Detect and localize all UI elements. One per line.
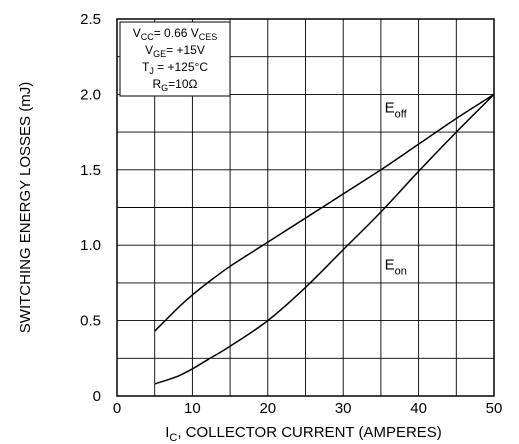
axes: [116, 18, 495, 397]
y-tick-label: 1.0: [80, 237, 101, 254]
x-tick-label: 0: [113, 400, 121, 417]
series-group: Eoff Eon: [154, 93, 495, 385]
x-tick-label: 40: [410, 400, 427, 417]
y-tick-label: 1.5: [80, 162, 101, 179]
y-tick-label: 2.5: [80, 11, 101, 28]
y-tick-label: 0: [93, 388, 101, 405]
axis-labels: IC, COLLECTOR CURRENT (AMPERES) SWITCHING…: [17, 82, 442, 444]
x-tick-label: 30: [335, 400, 352, 417]
y-tick-label: 2.0: [80, 86, 101, 103]
series-label-eon: Eon: [385, 256, 407, 277]
series-line-eoff: [154, 93, 495, 332]
tick-labels: 0 10 20 30 40 50 0 0.5 1.0 1.5 2.0 2.5: [80, 11, 502, 417]
condition-line: TJ = +125°C: [142, 60, 208, 76]
series-line-eon: [154, 93, 495, 385]
condition-line: VCC= 0.66 VCES: [133, 26, 218, 42]
y-tick-label: 0.5: [80, 313, 101, 330]
grid: [117, 19, 494, 396]
x-tick-label: 10: [184, 400, 201, 417]
x-axis-label: IC, COLLECTOR CURRENT (AMPERES): [165, 424, 442, 444]
x-tick-label: 50: [486, 400, 503, 417]
x-tick-label: 20: [259, 400, 276, 417]
plot-frame: [116, 18, 495, 397]
y-axis-label: SWITCHING ENERGY LOSSES (mJ): [17, 82, 34, 333]
condition-line: VGE= +15V: [145, 43, 205, 59]
condition-line: RG=10Ω: [152, 77, 197, 93]
conditions-box-frame: [119, 21, 231, 97]
series-label-eoff: Eoff: [385, 99, 408, 120]
